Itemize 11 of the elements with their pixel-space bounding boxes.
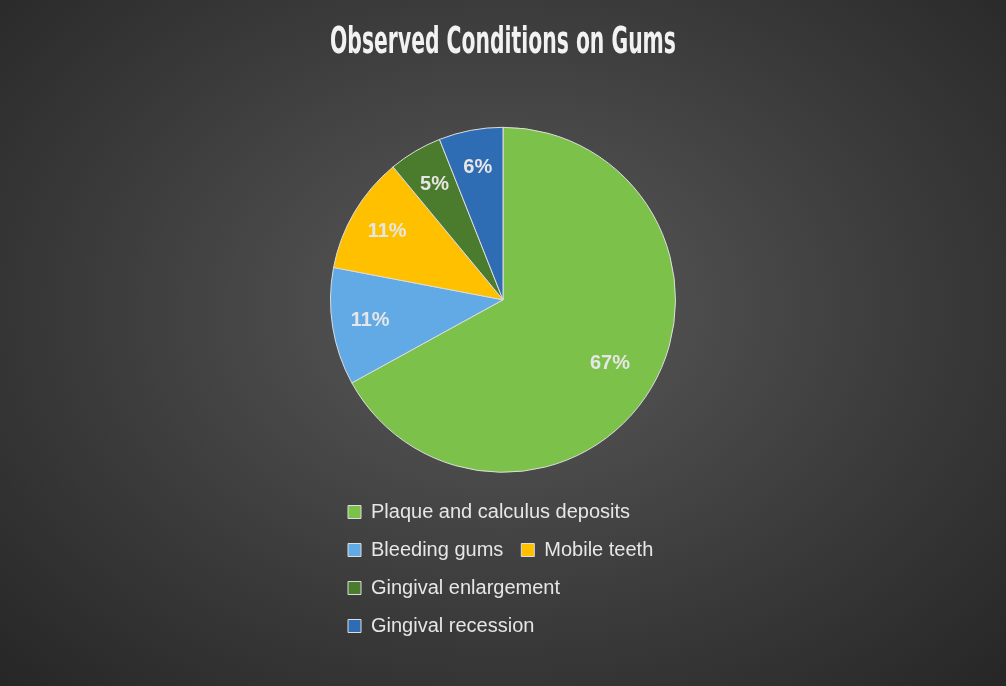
data-label: 67% <box>589 350 631 373</box>
data-label: 11% <box>350 308 390 331</box>
data-label: 6% <box>463 155 493 178</box>
chart-title: Observed Conditions on Gums <box>330 17 676 62</box>
legend-label: Bleeding gums <box>371 537 504 560</box>
legend-label: Plaque and calculus deposits <box>371 499 631 522</box>
legend-label: Gingival recession <box>371 613 535 636</box>
legend-label: Mobile teeth <box>544 537 654 560</box>
legend-label: Gingival enlargement <box>371 575 561 598</box>
data-label: 11% <box>367 218 407 241</box>
data-label: 5% <box>420 171 450 194</box>
